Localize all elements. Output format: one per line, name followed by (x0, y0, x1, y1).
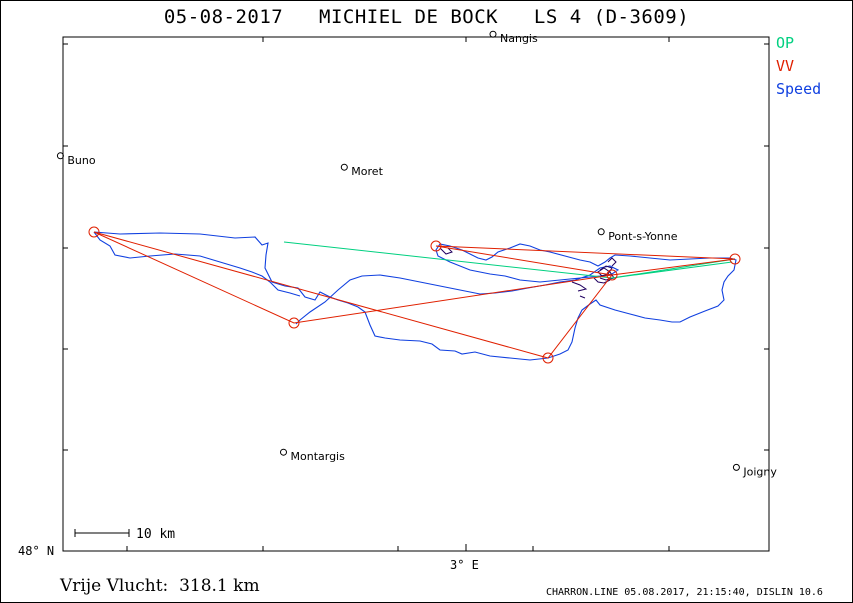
city-label-moret: Moret (351, 165, 383, 178)
lat-axis-label: 48° N (18, 544, 54, 558)
flight-track (93, 231, 737, 361)
city-marker-moret (340, 163, 348, 171)
top-ticks (262, 37, 670, 42)
city-marker-nangis (489, 30, 497, 38)
vv-route (93, 231, 736, 359)
plot-frame (62, 36, 770, 552)
free-flight-distance: Vrije Vlucht: 318.1 km (60, 576, 260, 596)
page-title: 05-08-2017 MICHIEL DE BOCK LS 4 (D-3609) (163, 6, 690, 28)
op-route-2 (611, 261, 733, 279)
city-marker-buno (56, 152, 64, 160)
scale-bar-label: 10 km (136, 527, 175, 542)
cities-layer: NangisEtampesBunoMoretPont-s-YonneMontar… (56, 30, 777, 478)
city-label-pont-s-yonne: Pont-s-Yonne (608, 230, 678, 243)
city-label-nangis: Nangis (500, 32, 538, 45)
right-ticks (764, 43, 769, 451)
city-marker-joigny (732, 463, 740, 471)
credit-line: CHARRON.LINE 05.08.2017, 21:15:40, DISLI… (546, 587, 823, 598)
turnpoints (88, 226, 741, 364)
lon-axis-label: 3° E (450, 558, 479, 572)
city-marker-montargis (280, 448, 287, 456)
scale-bar: 10 km (74, 527, 175, 542)
legend-op: OP (776, 34, 795, 52)
city-label-joigny: Joigny (742, 465, 777, 478)
left-ticks (63, 43, 68, 552)
track-loops (439, 247, 617, 299)
legend-speed: Speed (776, 80, 822, 98)
city-label-montargis: Montargis (291, 450, 346, 463)
bottom-ticks (126, 544, 670, 551)
city-label-buno: Buno (67, 154, 95, 167)
city-marker-pont-s-yonne (597, 228, 605, 236)
legend-vv: VV (776, 57, 795, 75)
